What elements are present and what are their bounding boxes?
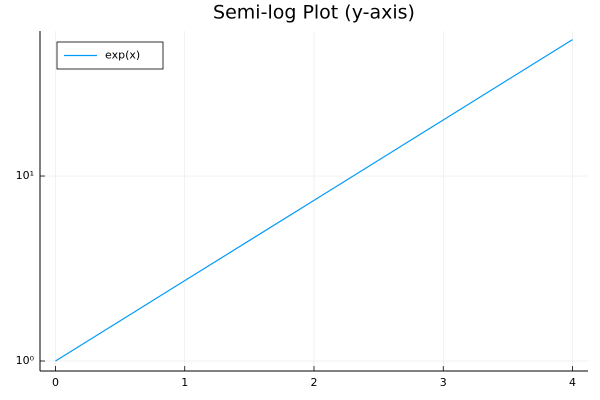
chart-title: Semi-log Plot (y-axis) — [213, 2, 415, 24]
x-tick-label: 1 — [181, 376, 188, 389]
x-tick-label: 4 — [569, 376, 576, 389]
x-tick-label: 3 — [440, 376, 447, 389]
line-series — [55, 39, 573, 362]
x-tick-label: 2 — [311, 376, 318, 389]
y-tick-label: 10⁰ — [16, 354, 35, 367]
y-tick-label: 10¹ — [16, 169, 34, 182]
legend-label: exp(x) — [105, 49, 140, 62]
x-tick-label: 0 — [52, 376, 59, 389]
